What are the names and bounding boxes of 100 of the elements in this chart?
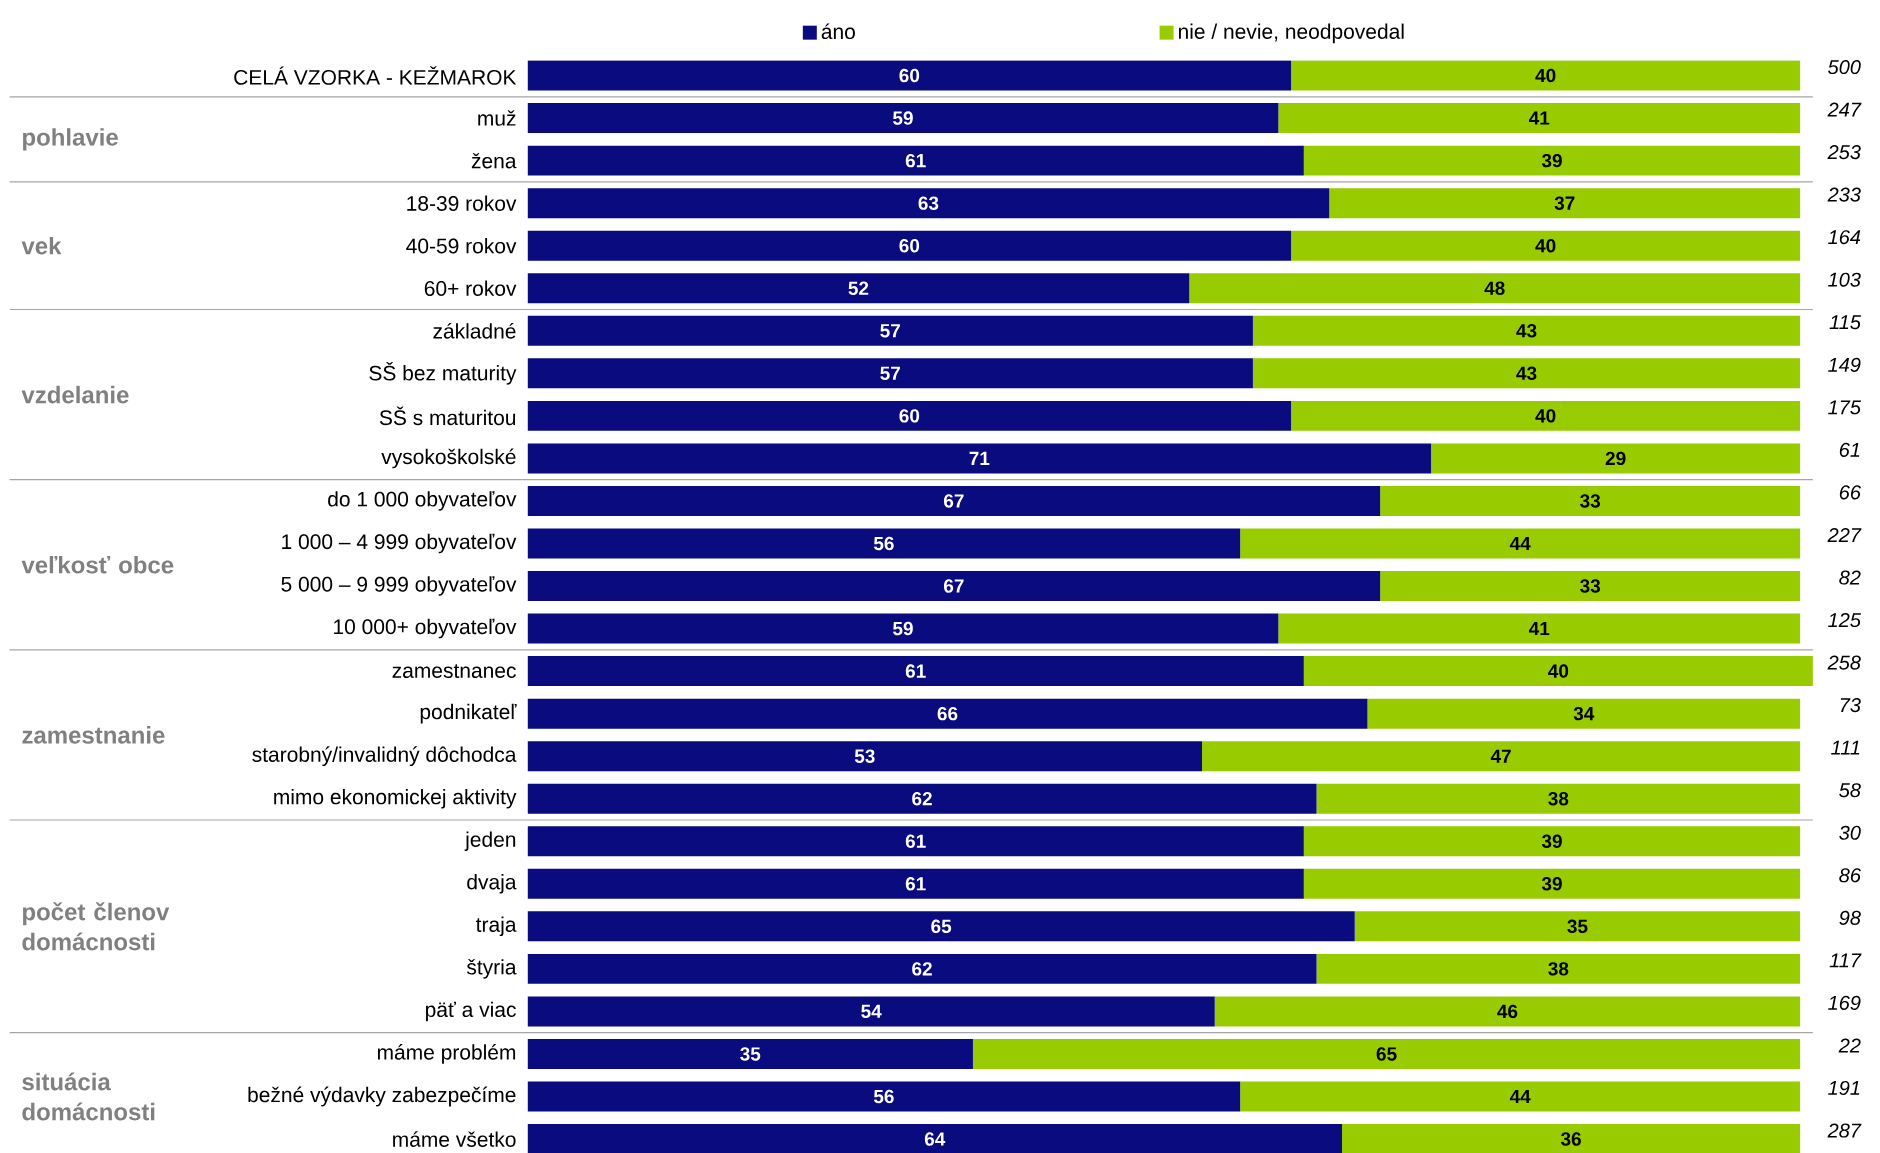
bar: [527, 1038, 973, 1069]
data-label: 54: [861, 1004, 882, 1018]
bar: [1291, 230, 1801, 261]
data-label: 61: [905, 834, 926, 848]
bar: [527, 698, 1368, 729]
data-label: 61: [905, 876, 926, 891]
data-label: 62: [912, 791, 932, 806]
y-tick-label: traja: [475, 916, 517, 936]
bar: [1380, 485, 1801, 516]
y-tick-label: 10 000+ obyvateľov: [334, 618, 517, 639]
bar: [972, 1038, 1801, 1069]
text: 233: [1827, 187, 1861, 202]
text: 125: [1828, 612, 1861, 627]
bar: [527, 783, 1317, 814]
text: 22: [1838, 1038, 1861, 1053]
bar: [527, 953, 1317, 984]
bar: [1291, 60, 1801, 91]
y-tick-label: základné: [433, 322, 516, 339]
text: 247: [1827, 102, 1862, 117]
text: 175: [1828, 400, 1861, 415]
data-label: 60: [899, 68, 920, 83]
data-label: 57: [880, 366, 900, 380]
data-label: 38: [1548, 791, 1569, 806]
text: pohlavie: [23, 128, 118, 151]
text: počet členov domácnosti: [22, 902, 170, 951]
text: vek: [21, 236, 62, 255]
data-label: 67: [944, 579, 964, 593]
data-label: 40: [1535, 408, 1556, 423]
bar: [1303, 655, 1813, 686]
data-label: 36: [1560, 1132, 1581, 1146]
bar: [1431, 443, 1801, 474]
data-label: 60: [899, 408, 920, 423]
data-label: 35: [1567, 919, 1588, 933]
data-label: 71: [969, 451, 990, 465]
data-label: 53: [854, 749, 875, 763]
data-label: 35: [740, 1047, 761, 1061]
bar: [1380, 570, 1801, 601]
text: 98: [1839, 910, 1861, 925]
text: 169: [1828, 995, 1861, 1010]
bar: [1240, 528, 1801, 559]
text: 58: [1839, 782, 1861, 798]
data-label: 61: [905, 153, 926, 168]
text: 287: [1827, 1123, 1862, 1138]
y-tick-label: do 1 000 obyvateľov: [328, 490, 517, 511]
text: 61: [1839, 442, 1860, 457]
y-tick-label: žena: [471, 152, 517, 169]
text: 115: [1829, 315, 1861, 330]
y-tick-label: bežné výdavky zabezpečíme: [248, 1086, 516, 1107]
data-label: 52: [848, 281, 869, 295]
text: 103: [1828, 272, 1861, 287]
y-tick-label: päť a viac: [426, 1001, 516, 1022]
y-tick-label: 5 000 – 9 999 obyvateľov: [281, 576, 517, 596]
y-tick-label: 18-39 rokov: [407, 195, 517, 211]
bar: [1303, 145, 1801, 176]
data-label: 48: [1484, 281, 1505, 295]
text: veľkosť obce: [21, 555, 174, 574]
bar: [1291, 400, 1801, 431]
text: 258: [1827, 655, 1861, 670]
data-label: 66: [937, 706, 958, 721]
data-label: 56: [873, 536, 894, 551]
bar: [527, 996, 1215, 1027]
bar: [1214, 996, 1801, 1027]
bar: [1303, 868, 1801, 899]
y-tick-label: jeden: [464, 831, 516, 851]
data-label: 38: [1548, 961, 1569, 976]
bar: [1342, 1123, 1801, 1153]
y-tick-label: štyria: [466, 958, 517, 979]
y-tick-label: mimo ekonomickej aktivity: [274, 788, 517, 809]
y-tick-label: SŠ bez maturity: [369, 361, 517, 385]
bar: [1189, 273, 1801, 304]
text: 111: [1831, 740, 1860, 755]
data-label: 33: [1580, 579, 1601, 593]
text: situácia domácnosti: [22, 1072, 155, 1121]
data-label: 59: [893, 111, 913, 125]
data-label: 33: [1580, 494, 1601, 508]
data-label: 47: [1490, 749, 1511, 763]
data-label: 56: [873, 1089, 894, 1104]
text: 66: [1839, 485, 1861, 500]
data-label: 62: [912, 961, 932, 976]
text: 82: [1839, 570, 1861, 585]
bar: [527, 1081, 1241, 1112]
data-label: 65: [931, 919, 952, 933]
data-label: 46: [1497, 1004, 1518, 1018]
data-label: 37: [1554, 196, 1575, 210]
bar: [527, 911, 1355, 942]
bar: [527, 570, 1381, 601]
bar: [1202, 741, 1801, 771]
bar: [527, 868, 1304, 899]
legend-label: nie / nevie, neodpovedal: [1178, 23, 1404, 43]
bar: [527, 145, 1304, 176]
bar: [527, 273, 1190, 304]
bar: [1367, 698, 1801, 729]
data-label: 43: [1516, 366, 1537, 380]
bar: [1240, 1081, 1801, 1112]
text: vzdelanie: [21, 385, 129, 404]
data-label: 40: [1535, 238, 1556, 253]
text: 117: [1829, 953, 1862, 968]
bar: [1329, 187, 1801, 218]
bar: [1278, 102, 1801, 133]
data-label: 63: [918, 196, 939, 210]
